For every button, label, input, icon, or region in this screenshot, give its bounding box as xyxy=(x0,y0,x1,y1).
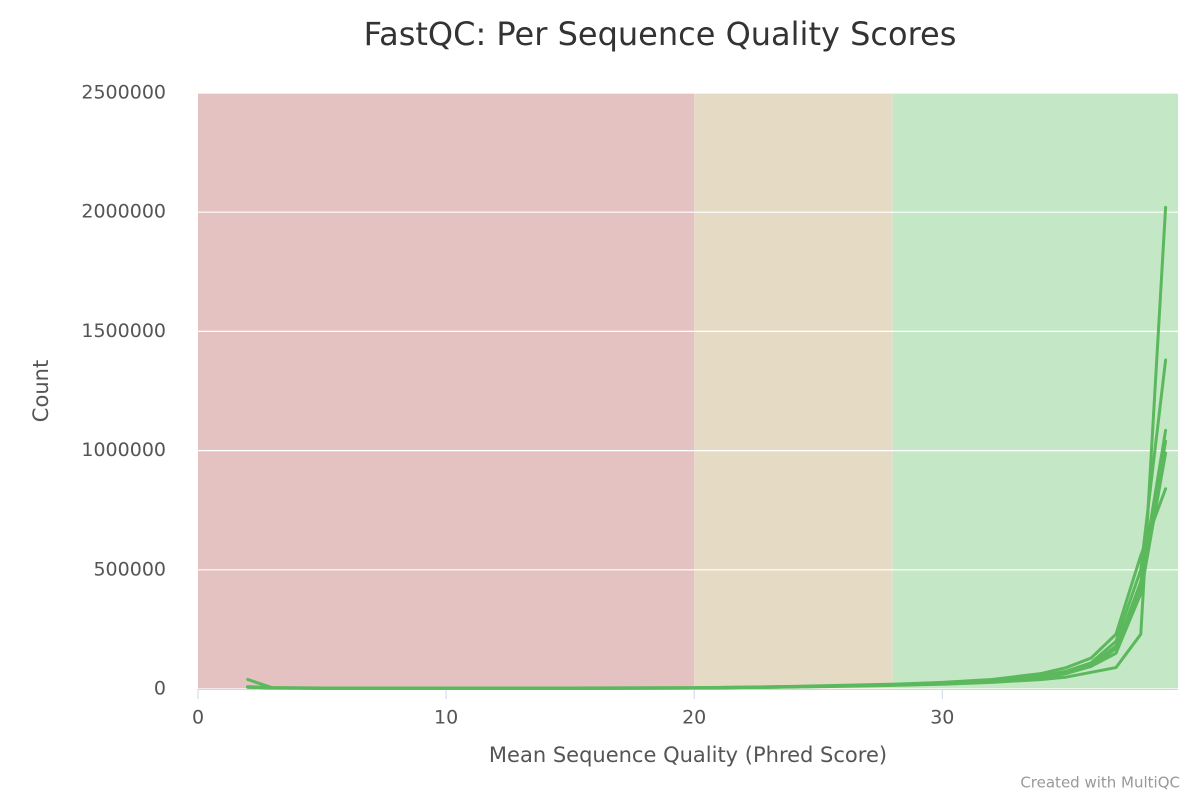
x-tick-label: 30 xyxy=(930,707,954,729)
series-line xyxy=(246,487,1168,690)
y-tick-label: 500000 xyxy=(93,558,166,580)
y-tick-label: 2000000 xyxy=(81,201,166,223)
y-tick-label: 0 xyxy=(154,678,166,700)
plot-band xyxy=(694,93,893,689)
credit: Created with MultiQC xyxy=(1020,774,1180,792)
x-tick-label: 20 xyxy=(682,707,706,729)
plot-band xyxy=(198,93,695,689)
y-tick-label: 1000000 xyxy=(81,439,166,461)
y-tick-label: 1500000 xyxy=(81,320,166,342)
y-axis-label: Count xyxy=(29,360,53,422)
y-tick-label: 2500000 xyxy=(81,82,166,104)
x-axis-label: Mean Sequence Quality (Phred Score) xyxy=(489,743,887,767)
x-tick-label: 10 xyxy=(434,707,458,729)
chart-title: FastQC: Per Sequence Quality Scores xyxy=(364,15,957,53)
x-tick-label: 0 xyxy=(192,707,204,729)
